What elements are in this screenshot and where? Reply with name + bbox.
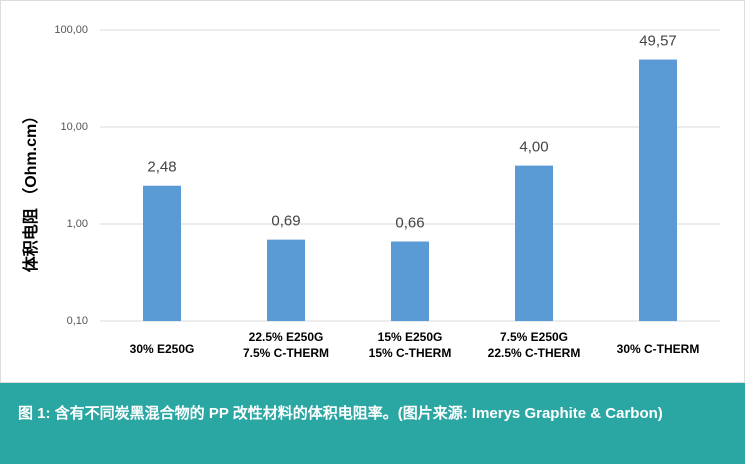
y-tick-label: 10,00 [60, 121, 88, 133]
bar [639, 59, 677, 321]
x-tick-label: 30% C-THERM [617, 342, 700, 356]
x-tick-label: 15% C-THERM [369, 346, 452, 360]
bar [267, 239, 305, 321]
x-tick-label: 30% E250G [130, 342, 195, 356]
bar [391, 241, 429, 321]
value-label: 0,69 [271, 213, 300, 230]
chart-frame [0, 0, 745, 383]
bar [143, 185, 181, 321]
caption: 图 1: 含有不同炭黑混合物的 PP 改性材料的体积电阻率。(图片来源: Ime… [0, 383, 745, 464]
value-label: 2,48 [147, 159, 176, 176]
x-tick-label: 22.5% C-THERM [488, 346, 581, 360]
y-tick-label: 1,00 [67, 218, 88, 230]
value-label: 49,57 [639, 33, 677, 50]
value-label: 0,66 [395, 214, 424, 231]
value-label: 4,00 [519, 139, 548, 156]
y-tick-label: 100,00 [54, 24, 88, 36]
bar [515, 165, 553, 321]
x-tick-label: 7.5% C-THERM [243, 346, 329, 360]
y-axis-label: 体积电阻 （Ohm.cm） [21, 108, 40, 272]
x-tick-label: 15% E250G [378, 330, 443, 344]
x-tick-label: 7.5% E250G [500, 330, 568, 344]
x-tick-label: 22.5% E250G [249, 330, 324, 344]
y-tick-label: 0,10 [67, 315, 88, 327]
chart: 体积电阻 （Ohm.cm） 0,10 1,00 10,00 100,00 30% E25… [0, 0, 745, 383]
